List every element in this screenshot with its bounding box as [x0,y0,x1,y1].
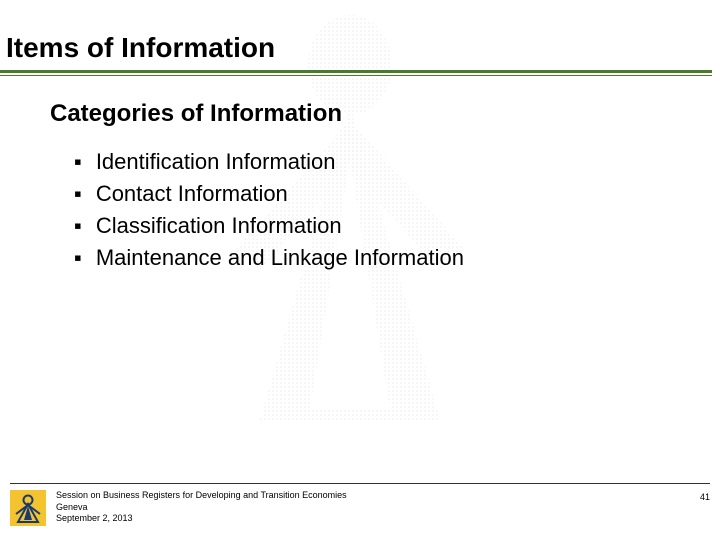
logo-icon [10,490,46,526]
page-number: 41 [700,490,710,502]
list-item: ▪ Classification Information [74,210,720,242]
list-item-label: Contact Information [96,178,288,210]
list-item-label: Maintenance and Linkage Information [96,242,464,274]
title-rule-thick [0,70,712,73]
bullet-list: ▪ Identification Information ▪ Contact I… [0,140,720,274]
slide-subtitle: Categories of Information [0,76,720,140]
footer-line: September 2, 2013 [56,513,700,525]
footer-rule [10,483,710,484]
bullet-icon: ▪ [74,178,82,210]
bullet-icon: ▪ [74,210,82,242]
list-item: ▪ Identification Information [74,146,720,178]
bullet-icon: ▪ [74,146,82,178]
footer-line: Geneva [56,502,700,514]
bullet-icon: ▪ [74,242,82,274]
footer-line: Session on Business Registers for Develo… [56,490,700,502]
list-item-label: Classification Information [96,210,342,242]
slide-footer: Session on Business Registers for Develo… [0,483,720,526]
list-item: ▪ Maintenance and Linkage Information [74,242,720,274]
list-item: ▪ Contact Information [74,178,720,210]
footer-text: Session on Business Registers for Develo… [56,490,700,525]
slide-title: Items of Information [0,0,720,70]
list-item-label: Identification Information [96,146,336,178]
